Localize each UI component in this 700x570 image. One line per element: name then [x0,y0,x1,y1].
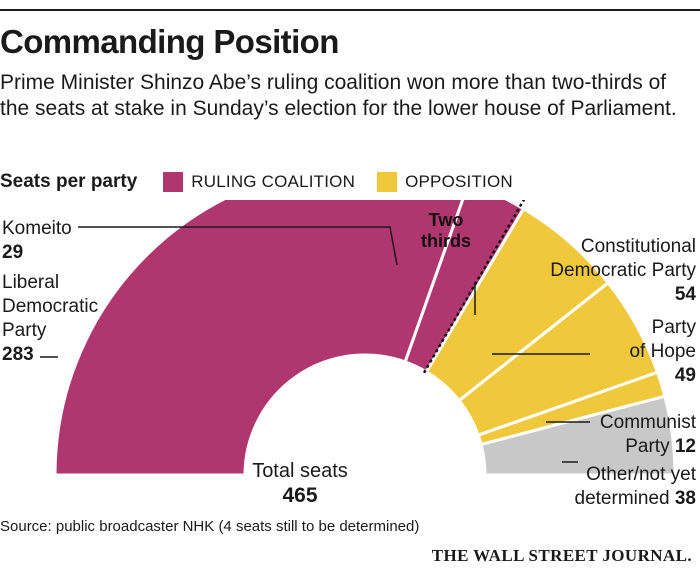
legend-swatch-opposition [377,172,398,192]
legend-label-ruling: RULING COALITION [191,172,356,191]
label-komeito: Komeito 29 [2,218,72,263]
legend-swatch-ruling [163,172,184,192]
label-communist-party: Communist Party 12 [600,412,697,457]
source-note: Source: public broadcaster NHK (4 seats … [0,518,420,535]
chart-subtitle: Prime Minister Shinzo Abe’s ruling coali… [0,71,677,120]
slice-liberal-democratic-party [53,200,465,477]
leader-komeito [78,226,398,266]
label-constitutional-democratic-party: Constitutional Democratic Party 54 [550,236,696,305]
label-liberal-democratic-party: Liberal Democratic Party 283 [2,272,98,365]
label-party-of-hope: Party of Hope 49 [629,317,696,386]
top-rule [0,9,700,11]
legend-label-opposition: OPPOSITION [405,172,513,191]
slice-other-not-yet-determined [479,394,677,477]
total-seats-value: 465 [282,484,317,507]
legend: Seats per party RULING COALITION OPPOSIT… [0,170,535,194]
total-seats-label: Total seats [252,460,348,482]
two-thirds-label: Two thirds [421,210,471,251]
chart-title: Commanding Position [0,23,339,60]
label-other-not-yet-determined: Other/not yet determined 38 [575,464,697,509]
legend-title: Seats per party [0,171,138,192]
publisher-masthead: THE WALL STREET JOURNAL. [431,546,692,565]
